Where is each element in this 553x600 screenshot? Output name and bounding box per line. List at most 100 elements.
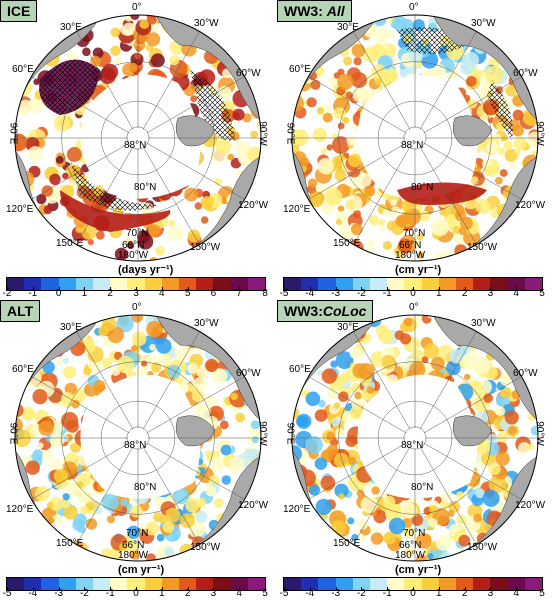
colorbar-swatch xyxy=(352,278,371,290)
coord-label-lat88: 88°N xyxy=(401,140,424,151)
colorbar-tick-label: -5 xyxy=(279,288,289,299)
colorbar-tick-label: 3 xyxy=(133,288,139,299)
coord-label-lon60w: 60°W xyxy=(513,368,538,379)
colorbar-tick-label: 7 xyxy=(236,288,242,299)
colorbar-swatch xyxy=(110,578,128,590)
coord-label-lon120w: 120°W xyxy=(515,200,546,211)
colorbar-swatch xyxy=(284,278,302,290)
colorbar-tick-label: -2 xyxy=(2,288,12,299)
colorbar-tick xyxy=(187,587,189,590)
colorbar-tick xyxy=(265,587,266,590)
colorbar-tick xyxy=(516,587,518,590)
coord-label-lat80: 80°N xyxy=(411,482,434,493)
colorbar-tick-label: 1 xyxy=(436,288,442,299)
colorbar-tick xyxy=(84,287,86,290)
colorbar-tick-label: 0 xyxy=(133,588,139,599)
colorbar-swatch xyxy=(75,578,94,590)
panel-title-italic: All xyxy=(326,3,345,19)
unit-label: (cm yr⁻¹) xyxy=(395,264,442,276)
colorbar-tick xyxy=(335,287,337,290)
panel-alt: ALT 0° 30°W 60°W 90°W 120°W 150°W 180°W 150°E 120… xyxy=(0,300,276,600)
colorbar-swatch xyxy=(24,578,42,590)
colorbar-tick-label: 8 xyxy=(262,288,268,299)
coord-label-lon90w: 90°W xyxy=(256,421,268,446)
colorbar-tick-label: 6 xyxy=(210,288,217,299)
colorbar-tick-label: 0 xyxy=(55,288,62,299)
panel-title: ALT xyxy=(0,300,41,322)
coord-label-lon90e: 90°E xyxy=(284,122,296,145)
colorbar-tick xyxy=(239,287,241,290)
colorbar-swatch xyxy=(93,578,111,590)
colorbar xyxy=(6,577,266,591)
colorbar-tick-label: 4 xyxy=(236,588,242,599)
colorbar-swatch xyxy=(318,278,336,290)
coord-label-lat88: 88°N xyxy=(401,440,424,451)
coord-label-lat80: 80°N xyxy=(134,482,157,493)
coord-label-lon150e: 150°E xyxy=(333,538,361,549)
colorbar xyxy=(283,577,543,591)
coord-label-lon150w: 150°W xyxy=(467,242,498,253)
colorbar-tick-label: -1 xyxy=(382,288,392,299)
panel-title: ICE xyxy=(0,0,38,22)
colorbar-swatch xyxy=(335,578,353,590)
coord-label-lon180: 180°W xyxy=(118,550,149,561)
coord-label-lon60e: 60°E xyxy=(12,64,34,75)
colorbar-tick-label: 4 xyxy=(159,288,165,299)
colorbar-tick xyxy=(110,287,112,290)
colorbar-tick xyxy=(490,287,492,290)
colorbar-swatch xyxy=(387,578,405,590)
colorbar-tick-label: 2 xyxy=(184,588,191,599)
colorbar-tick xyxy=(7,587,8,590)
colorbar-tick xyxy=(265,287,266,290)
colorbar-tick-label: 1 xyxy=(159,588,165,599)
colorbar-tick-label: 0 xyxy=(410,588,416,599)
colorbar-swatch xyxy=(387,278,405,290)
colorbar xyxy=(283,277,543,291)
coord-label-lat80: 80°N xyxy=(411,182,434,193)
colorbar-tick xyxy=(309,287,311,290)
colorbar-swatch xyxy=(230,278,248,290)
unit-label: (days yr⁻¹) xyxy=(118,264,174,276)
coord-label-lon120e: 120°E xyxy=(283,504,311,515)
colorbar-tick xyxy=(438,287,440,290)
colorbar-swatch xyxy=(404,278,422,290)
coord-label-lon60e: 60°E xyxy=(12,364,34,375)
colorbar-tick xyxy=(32,587,34,590)
colorbar-tick-label: -1 xyxy=(105,588,115,599)
colorbar-swatch xyxy=(438,578,457,590)
colorbar-tick xyxy=(284,587,285,590)
colorbar-swatch xyxy=(438,278,457,290)
colorbar-tick xyxy=(161,587,163,590)
colorbar xyxy=(6,277,266,291)
colorbar-tick xyxy=(58,287,60,290)
colorbar-tick-label: 4 xyxy=(513,588,519,599)
colorbar-tick xyxy=(187,287,189,290)
colorbar-swatch xyxy=(24,278,42,290)
panel-title-text: WW3: xyxy=(284,3,327,19)
colorbar-tick xyxy=(309,587,311,590)
unit-label: (cm yr⁻¹) xyxy=(395,564,442,576)
panel-ice: ICE 0° 30°W 60°W 90°W 120°W 150°W 180°W 150°E 120… xyxy=(0,0,276,300)
coord-label-lon90w: 90°W xyxy=(533,421,545,446)
coord-label-lon0: 0° xyxy=(132,302,142,313)
colorbar-swatch xyxy=(161,278,180,290)
colorbar-swatch xyxy=(196,578,214,590)
coord-label-lat70: 70°N xyxy=(403,228,426,239)
colorbar-swatch xyxy=(196,278,214,290)
colorbar-swatch xyxy=(370,278,388,290)
colorbar-swatch xyxy=(247,578,266,590)
coord-label-lon150w: 150°W xyxy=(190,242,221,253)
colorbar-swatch xyxy=(507,278,525,290)
coord-label-lat66: 66°N xyxy=(122,240,145,251)
colorbar-tick-label: -2 xyxy=(356,588,366,599)
colorbar-tick-label: 3 xyxy=(487,288,494,299)
colorbar-swatch xyxy=(456,578,474,590)
coord-label-lon180: 180°W xyxy=(118,250,149,261)
colorbar-tick-label: 3 xyxy=(487,588,494,599)
colorbar-swatch xyxy=(421,578,439,590)
colorbar-tick xyxy=(542,287,543,290)
panel-title-text: WW3: xyxy=(284,303,323,319)
coord-label-lon120e: 120°E xyxy=(283,204,311,215)
colorbar-tick xyxy=(413,287,414,290)
colorbar-swatch xyxy=(75,278,94,290)
